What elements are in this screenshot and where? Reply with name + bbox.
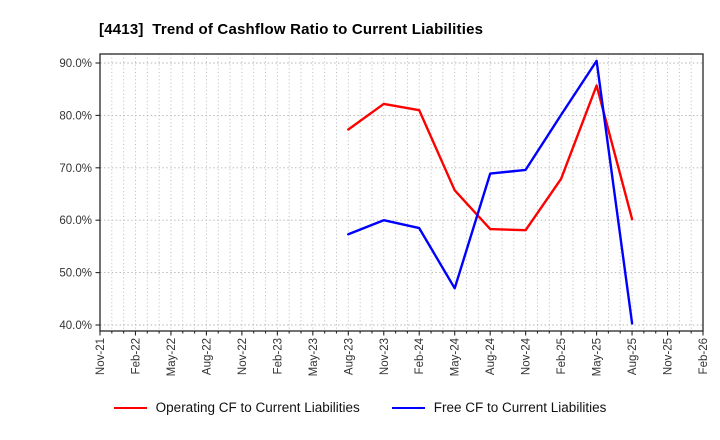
x-tick-label: Feb-23 (272, 338, 284, 374)
legend-line-swatch-operating-cf (113, 406, 147, 409)
legend-item-operating-cf: Operating CF to Current Liabilities (113, 400, 360, 415)
legend-item-free-cf: Free CF to Current Liabilities (391, 400, 607, 415)
legend-label-free-cf: Free CF to Current Liabilities (433, 400, 607, 415)
x-tick-label: Nov-23 (379, 338, 391, 375)
legend-label-operating-cf: Operating CF to Current Liabilities (155, 400, 360, 415)
x-tick-label: Nov-22 (237, 338, 249, 375)
x-tick-label: Feb-24 (414, 337, 426, 374)
x-tick-label: May-25 (592, 338, 604, 376)
y-tick-label: 80.0% (59, 110, 92, 122)
x-tick-label: Feb-22 (130, 338, 142, 374)
y-tick-label: 40.0% (59, 320, 92, 332)
chart-title: [4413] Trend of Cashflow Ratio to Curren… (99, 21, 484, 38)
plot-border (99, 53, 704, 332)
legend: Operating CF to Current Liabilities Free… (0, 400, 720, 415)
y-tick-label: 60.0% (59, 215, 92, 227)
x-tick-label: Aug-23 (343, 338, 355, 375)
x-tick-label: May-23 (308, 338, 320, 376)
legend-line-swatch-free-cf (391, 406, 425, 409)
series-line-free-cf (347, 59, 634, 325)
x-tick-label: Aug-22 (201, 338, 213, 375)
x-tick-label: Nov-21 (95, 338, 107, 375)
x-tick-label: May-24 (450, 337, 462, 376)
x-tick-label: Aug-25 (627, 338, 639, 375)
y-tick-label: 90.0% (59, 58, 92, 70)
x-tick-label: May-22 (166, 338, 178, 376)
series-line-operating-cf (347, 84, 634, 232)
y-tick-label: 70.0% (59, 163, 92, 175)
x-tick-label: Nov-24 (521, 337, 533, 375)
y-tick-label: 50.0% (59, 268, 92, 280)
x-tick-label: Aug-24 (485, 337, 497, 375)
x-tick-label: Nov-25 (663, 338, 675, 375)
x-tick-label: Feb-26 (698, 338, 710, 374)
x-tick-label: Feb-25 (556, 338, 568, 374)
